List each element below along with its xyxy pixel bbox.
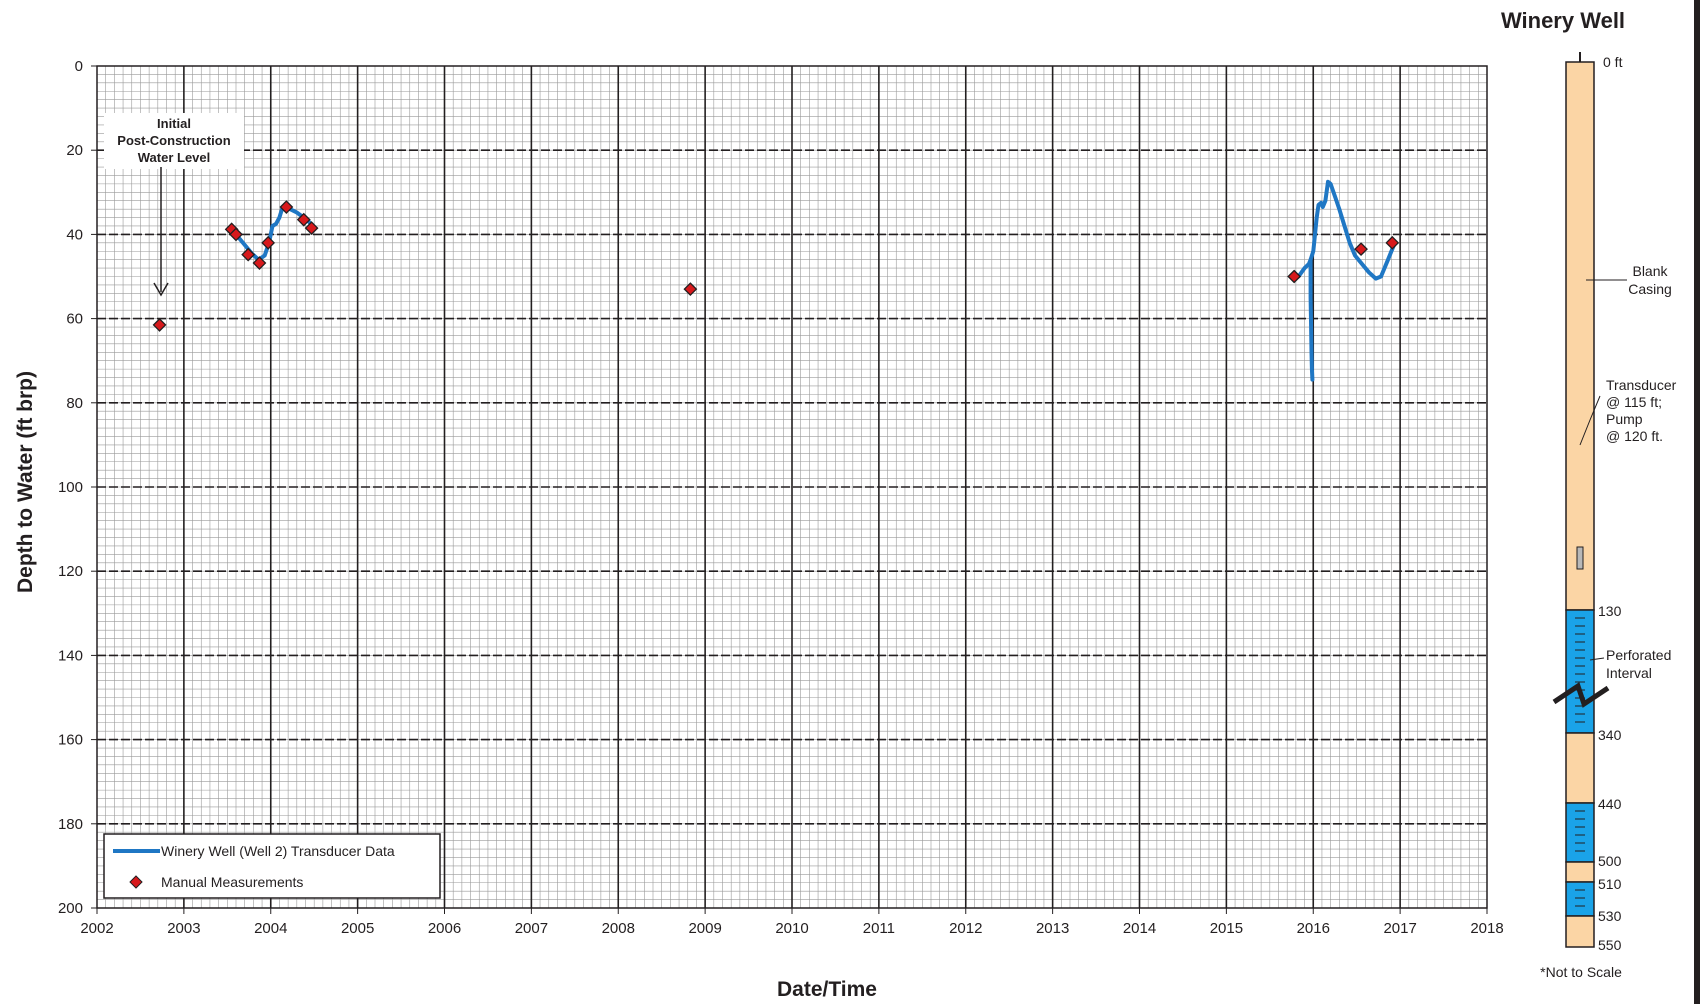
- legend-box: [103, 833, 441, 899]
- well-diagram: Winery Well 0 ft 130 340 440 500 510 530…: [1501, 8, 1677, 980]
- annotation-line-1: Initial: [157, 116, 191, 131]
- y-tick-label: 100: [58, 479, 83, 496]
- manual-measurement-point: [229, 227, 243, 242]
- y-tick-label: 200: [58, 900, 83, 917]
- x-tick-label: 2003: [167, 920, 200, 937]
- well-title: Winery Well: [1501, 8, 1625, 33]
- break-symbol: [1552, 682, 1610, 708]
- blank-casing-upper: [1565, 61, 1595, 611]
- depth-label-550: 550: [1598, 937, 1622, 953]
- manual-measurement-point: [152, 317, 167, 332]
- right-edge-bar: [1694, 0, 1700, 1004]
- blank-casing-label-1: Blank: [1632, 263, 1668, 279]
- blank-casing-middle: [1565, 732, 1595, 804]
- transducer-label-4: @ 120 ft.: [1606, 428, 1663, 444]
- blank-casing-label-2: Casing: [1628, 281, 1672, 297]
- x-tick-label: 2017: [1383, 920, 1416, 937]
- x-tick-label: 2008: [602, 920, 635, 937]
- perforation-ticks-2: [1575, 810, 1585, 852]
- x-tick-label: 2009: [688, 920, 721, 937]
- x-tick-label: 2005: [341, 920, 374, 937]
- depth-label-130: 130: [1598, 603, 1622, 619]
- legend-transducer-label: Winery Well (Well 2) Transducer Data: [161, 843, 395, 859]
- y-tick-label: 60: [66, 311, 83, 328]
- perforated-interval-2: [1565, 802, 1595, 863]
- annotation-initial-water-level: Initial Post-Construction Water Level: [104, 113, 244, 297]
- depth-label-530: 530: [1598, 908, 1622, 924]
- depth-label-340: 340: [1598, 727, 1622, 743]
- y-tick-label: 120: [58, 563, 83, 580]
- manual-measurement-point: [1354, 242, 1368, 257]
- annotation-arrow-head: [153, 282, 169, 297]
- x-tick-label: 2015: [1210, 920, 1243, 937]
- perforated-label-1: Perforated: [1606, 647, 1671, 663]
- x-tick-label: 2002: [80, 920, 113, 937]
- x-tick-label: 2014: [1123, 920, 1156, 937]
- transducer-leader: [1579, 395, 1601, 446]
- manual-measurement-point: [296, 212, 311, 227]
- legend: Winery Well (Well 2) Transducer Data Man…: [103, 833, 441, 899]
- transducer-series-line: [1296, 179, 1397, 281]
- x-tick-label: 2004: [254, 920, 287, 937]
- major-grid: [97, 66, 1487, 908]
- y-tick-label: 80: [66, 395, 83, 412]
- x-tick-label: 2016: [1297, 920, 1330, 937]
- manual-measurement-point: [304, 221, 319, 236]
- x-tick-label: 2007: [515, 920, 548, 937]
- legend-marker-swatch: [129, 875, 143, 889]
- manual-measurement-point: [683, 282, 698, 297]
- manual-measurement-point: [279, 200, 294, 214]
- transducer-label-3: Pump: [1606, 411, 1643, 427]
- x-tick-label: 2011: [863, 920, 895, 937]
- x-axis-title: Date/Time: [777, 978, 877, 1001]
- manual-measurement-point: [261, 235, 276, 250]
- y-tick-label: 180: [58, 816, 83, 833]
- perforated-leader: [1589, 657, 1605, 661]
- manual-measurement-point: [241, 247, 256, 262]
- annotation-line-2: Post-Construction: [117, 133, 230, 148]
- y-tick-label: 160: [58, 732, 83, 749]
- transducer-label-2: @ 115 ft;: [1606, 394, 1662, 410]
- transducer-label-1: Transducer: [1606, 377, 1677, 393]
- series-layer: [235, 179, 1397, 382]
- perforated-label-2: Interval: [1606, 665, 1652, 681]
- y-tick-label: 40: [66, 226, 83, 243]
- y-tick-label: 20: [66, 142, 83, 159]
- depth-label-500: 500: [1598, 853, 1622, 869]
- not-to-scale-note: *Not to Scale: [1540, 964, 1622, 980]
- y-axis-ticks: 0 20 40 60 80 100 120 140 160 180 200: [58, 58, 97, 917]
- blank-casing-bottom: [1565, 915, 1595, 948]
- transducer-series-line: [235, 202, 315, 262]
- y-tick-label: 140: [58, 647, 83, 664]
- perforated-interval-3: [1565, 881, 1595, 917]
- depth-label-510: 510: [1598, 876, 1622, 892]
- depth-label-0: 0 ft: [1603, 54, 1623, 70]
- x-tick-label: 2013: [1036, 920, 1069, 937]
- x-tick-label: 2012: [949, 920, 982, 937]
- y-tick-label: 0: [75, 58, 83, 75]
- x-tick-label: 2006: [428, 920, 461, 937]
- manual-measurement-point: [252, 256, 267, 270]
- depth-label-440: 440: [1598, 796, 1622, 812]
- perforated-interval-1: [1565, 609, 1595, 734]
- legend-manual-label: Manual Measurements: [161, 874, 303, 890]
- annotation-line-3: Water Level: [138, 150, 211, 165]
- x-tick-label: 2018: [1470, 920, 1503, 937]
- manual-measurement-point: [1287, 269, 1302, 284]
- blank-casing-lower: [1565, 861, 1595, 883]
- perforation-ticks: [1575, 617, 1585, 723]
- y-axis-title: Depth to Water (ft brp): [14, 371, 37, 593]
- transducer-series-line: [1308, 257, 1315, 382]
- perforation-ticks-3: [1575, 889, 1585, 907]
- x-axis-ticks: 2002 2003 2004 2005 2006 2007 2008 2009 2010 2011…: [80, 908, 1504, 937]
- manual-measurement-point: [1385, 235, 1400, 250]
- x-tick-label: 2010: [775, 920, 808, 937]
- marker-layer: [152, 200, 1400, 332]
- transducer-icon: [1576, 546, 1584, 570]
